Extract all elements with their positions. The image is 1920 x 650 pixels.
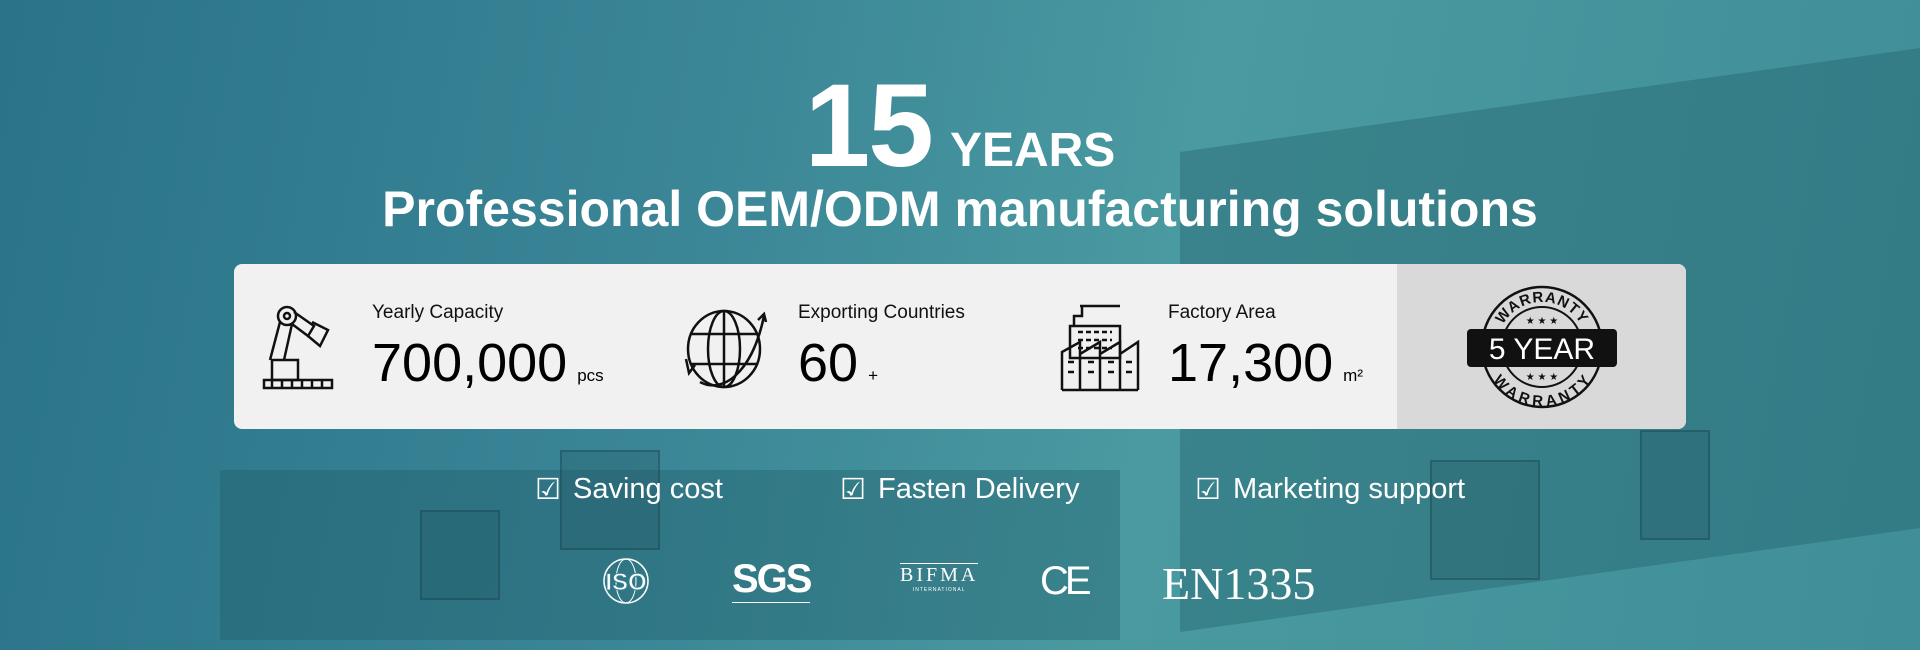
stat-label: Factory Area (1168, 302, 1276, 323)
stat-value: 700,000 pcs (372, 332, 604, 394)
stat-label: Yearly Capacity (372, 302, 504, 323)
years-number: 15 (804, 60, 934, 192)
stat-factory-area: Factory Area 17,300 m² (1060, 264, 1390, 429)
feature-label: Saving cost (573, 473, 723, 505)
feature-label: Marketing support (1233, 473, 1466, 505)
iso-text: ISO (605, 569, 646, 596)
iso-logo: ISO (598, 557, 654, 610)
certification-logos: ISO SGS BIFMA INTERNATIONAL CE EN1335 (0, 555, 1920, 609)
feature-label: Fasten Delivery (878, 473, 1080, 505)
background-building (220, 470, 1120, 640)
stat-value: 17,300 m² (1168, 332, 1363, 394)
stat-number: 17,300 (1168, 333, 1334, 393)
checkbox-icon: ☑ (840, 474, 866, 506)
warranty-stars: ★ ★ ★ (1526, 372, 1558, 383)
stat-unit: + (868, 366, 879, 385)
warranty-panel: WARRANTY WARRANTY ★ ★ ★ ★ ★ ★ 5 YEAR (1397, 264, 1686, 429)
feature-list: ☑ Saving cost ☑ Fasten Delivery ☑ Marketing… (0, 472, 1920, 512)
background-window (1430, 460, 1540, 580)
checkbox-icon: ☑ (535, 474, 561, 506)
warranty-seal-icon: WARRANTY WARRANTY ★ ★ ★ ★ ★ ★ 5 YEAR (1467, 285, 1617, 410)
background-window (420, 510, 500, 600)
years-label: YEARS (949, 124, 1116, 177)
stat-unit: m² (1343, 366, 1363, 385)
stats-card: Yearly Capacity 700,000 pcs Exporting Cou… (234, 264, 1686, 429)
bifma-subtext: INTERNATIONAL (912, 587, 966, 593)
stat-label: Exporting Countries (798, 302, 965, 323)
stat-number: 60 (798, 333, 859, 393)
feature-item: ☑ Saving cost (535, 472, 723, 507)
headline: 15 YEARS (0, 58, 1920, 194)
bifma-text: BIFMA (900, 563, 979, 586)
ce-logo: CE (1040, 559, 1092, 603)
feature-item: ☑ Fasten Delivery (840, 472, 1079, 507)
warranty-stars: ★ ★ ★ (1526, 316, 1558, 327)
robot-arm-icon (262, 305, 334, 390)
background-window (1640, 430, 1710, 540)
stat-yearly-capacity: Yearly Capacity 700,000 pcs (262, 264, 642, 429)
feature-item: ☑ Marketing support (1195, 472, 1465, 507)
en1335-logo: EN1335 (1162, 558, 1316, 609)
sgs-logo: SGS (732, 557, 812, 603)
warranty-text: 5 YEAR (1489, 333, 1595, 366)
bifma-logo: BIFMA INTERNATIONAL (900, 563, 979, 593)
background-window (560, 450, 660, 550)
checkbox-icon: ☑ (1195, 474, 1221, 506)
stat-value: 60 + (798, 332, 878, 394)
stat-unit: pcs (577, 366, 604, 385)
stat-exporting-countries: Exporting Countries 60 + (682, 264, 1062, 429)
factory-icon (1060, 304, 1140, 392)
subtitle: Professional OEM/ODM manufacturing solut… (382, 181, 1538, 237)
globe-icon (684, 309, 768, 389)
stat-number: 700,000 (372, 333, 568, 393)
